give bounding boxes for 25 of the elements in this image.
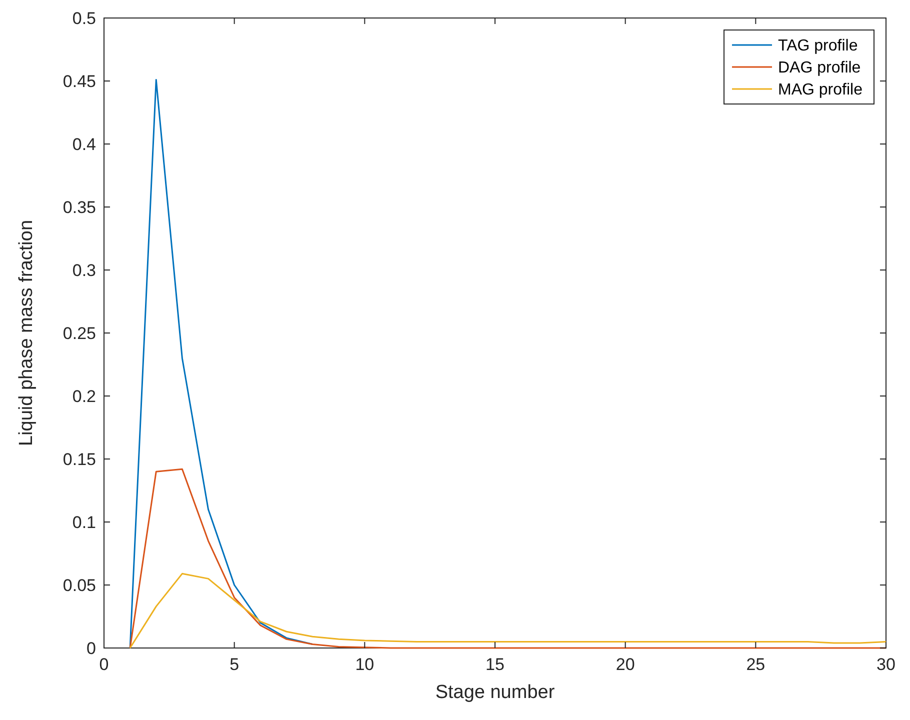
legend-label: DAG profile [778, 60, 861, 77]
y-tick-label: 0.05 [62, 576, 96, 595]
x-axis-title: Stage number [435, 682, 556, 703]
line-series [129, 468, 887, 649]
y-tick-label: 0 [86, 638, 96, 658]
y-tick-label: 0.2 [72, 386, 96, 406]
y-tick-label: 0.3 [72, 260, 96, 280]
x-tick-label: 25 [746, 655, 766, 674]
x-tick-label: 20 [616, 655, 635, 674]
y-axis-title: Liquid phase mass fraction [16, 220, 37, 446]
legend-label: TAG profile [778, 38, 858, 55]
line-series [129, 572, 887, 649]
y-tick-label: 0.1 [72, 512, 96, 532]
x-tick-label: 30 [876, 655, 896, 674]
x-tick-label: 10 [355, 655, 374, 674]
x-tick-label: 15 [486, 655, 504, 674]
y-tick-label: 0.15 [62, 450, 96, 469]
x-tick-label: 0 [99, 655, 109, 674]
y-tick-label: 0.25 [62, 324, 96, 343]
y-tick-label: 0.45 [62, 72, 96, 91]
y-tick-label: 0.4 [72, 134, 96, 154]
y-tick-label: 0.35 [62, 198, 96, 217]
legend-label: MAG profile [778, 82, 863, 99]
y-tick-label: 0.5 [72, 8, 96, 28]
x-tick-label: 5 [230, 655, 240, 674]
